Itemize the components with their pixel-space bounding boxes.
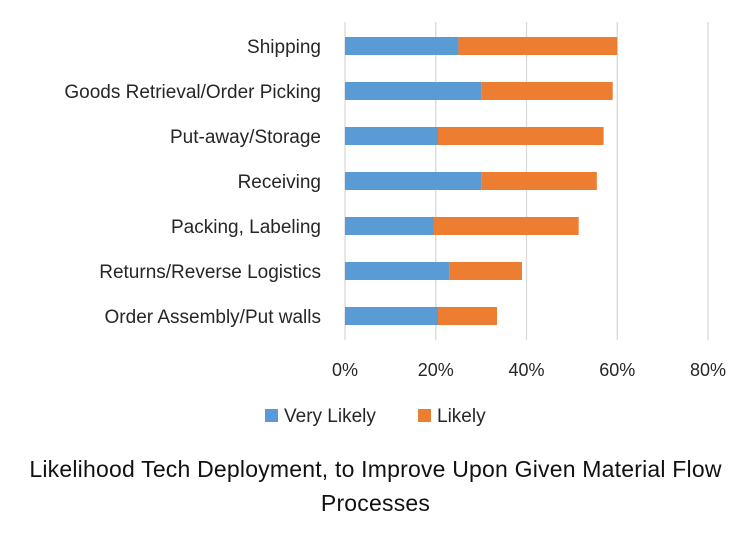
category-label: Returns/Reverse Logistics [99, 262, 321, 283]
bar-likely [481, 82, 613, 100]
bar-very-likely [345, 262, 450, 280]
legend: Very Likely Likely [265, 406, 486, 427]
bar-very-likely [345, 307, 439, 325]
category-label: Packing, Labeling [171, 217, 321, 238]
x-tick-labels: 0% 20% 40% 60% 80% [332, 360, 726, 380]
bar-likely [449, 262, 522, 280]
stacked-bar-chart: Shipping Goods Retrieval/Order Picking Put… [64, 22, 726, 427]
x-tick-label: 0% [332, 360, 358, 380]
x-tick-label: 20% [418, 360, 454, 380]
legend-label: Very Likely [284, 406, 376, 427]
bar-very-likely [345, 82, 482, 100]
bar-very-likely [345, 37, 459, 55]
legend-swatch [418, 409, 431, 422]
bar-likely [433, 217, 579, 235]
x-tick-label: 60% [599, 360, 635, 380]
category-label: Put-away/Storage [170, 127, 321, 148]
category-label: Order Assembly/Put walls [105, 307, 321, 328]
category-label: Receiving [238, 172, 321, 193]
x-tick-label: 40% [508, 360, 544, 380]
category-label: Shipping [247, 37, 321, 58]
legend-swatch [265, 409, 278, 422]
bar-likely [438, 307, 498, 325]
bar-likely [481, 172, 597, 190]
bar-likely [458, 37, 618, 55]
x-tick-label: 80% [690, 360, 726, 380]
legend-label: Likely [437, 406, 486, 427]
bar-very-likely [345, 217, 434, 235]
category-label: Goods Retrieval/Order Picking [64, 82, 321, 103]
bar-very-likely [345, 172, 482, 190]
category-labels: Shipping Goods Retrieval/Order Picking Put… [64, 37, 321, 328]
bar-likely [438, 127, 604, 145]
chart-caption: Likelihood Tech Deployment, to Improve U… [29, 456, 722, 516]
bar-very-likely [345, 127, 439, 145]
bars [345, 37, 618, 325]
